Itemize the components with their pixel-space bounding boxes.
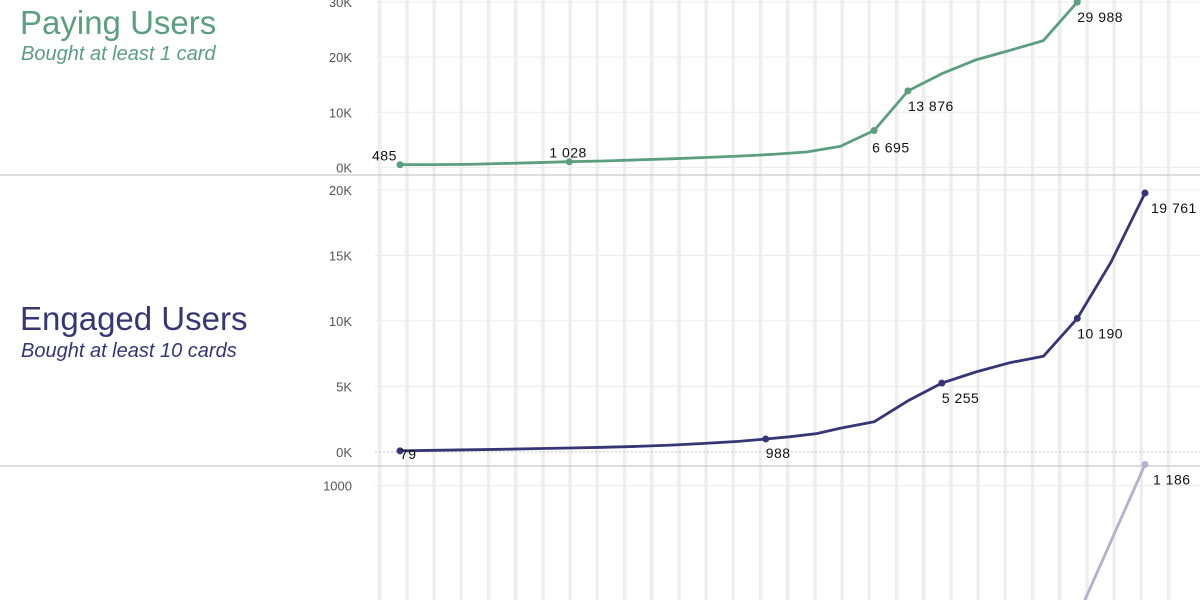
vertical-grid-band [840,0,844,600]
vertical-grid-band [595,0,600,600]
vertical-grid-band [622,0,627,600]
data-point [938,379,946,387]
y-tick-label: 0K [336,445,352,460]
vertical-grid-band [541,0,545,600]
vertical-grid-band [650,0,654,600]
vertical-grid-band [378,0,382,600]
vertical-grid-band [677,0,681,600]
vertical-grid-band [486,0,491,600]
data-label: 29 988 [1077,9,1123,25]
vertical-grid-band [894,0,899,600]
data-label: 79 [400,446,417,462]
axis-layer: 0K 10K 20K 30K 0K 5K 10K 15K 20K 1000 [0,0,1200,494]
vertical-grid-band [1139,0,1144,600]
data-label: 5 255 [942,390,980,406]
vertical-grid-band [704,0,708,600]
data-label: 1 186 [1153,471,1191,487]
panel-2-title: Engaged Users [20,300,247,337]
data-point [1073,314,1081,322]
panel-1-title: Paying Users [20,4,216,41]
panel-2-subtitle: Bought at least 10 cards [21,340,237,362]
label-layer: 485 1 028 6 695 13 876 29 988 79 988 5 255 10 19… [372,9,1197,487]
data-point [1073,0,1081,6]
data-point [762,435,770,443]
y-tick-label: 15K [329,248,352,263]
data-label: 19 761 [1151,200,1197,216]
vertical-grid-band [1030,0,1035,600]
data-point [396,161,404,169]
data-point [1141,460,1149,468]
y-tick-label: 10K [329,314,352,329]
series-line [1083,467,1146,600]
vertical-grid-band [514,0,518,600]
data-label: 1 028 [549,145,587,161]
vertical-grid-band [731,0,736,600]
vertical-grid-band [1112,0,1116,600]
vertical-grid-band [786,0,790,600]
vertical-grid-band [405,0,409,600]
series-layer [396,0,1149,600]
vertical-grid-band [922,0,926,600]
data-point [565,158,573,166]
vertical-grid-band [1058,0,1062,600]
y-tick-label: 30K [329,0,352,10]
vertical-grid-band [867,0,872,600]
vertical-grid-band [976,0,980,600]
data-point [396,447,404,455]
vertical-grid-band [432,0,436,600]
vertical-grid-band [813,0,817,600]
data-label: 988 [766,445,791,461]
y-tick-label: 1000 [323,479,352,494]
y-tick-label: 20K [329,50,352,65]
data-label: 485 [372,148,397,164]
y-tick-label: 10K [329,105,352,120]
data-label: 13 876 [908,98,954,114]
vertical-grid-band [1003,0,1008,600]
vertical-grid-band [949,0,953,600]
vertical-grid-band [459,0,464,600]
data-point [904,87,912,95]
y-tick-label: 5K [336,379,352,394]
data-label: 10 190 [1077,325,1123,341]
data-label: 6 695 [872,139,910,155]
series-line [398,191,1147,453]
vertical-grid-band [568,0,572,600]
vertical-grid-band [1166,0,1171,600]
data-point [870,126,878,134]
y-tick-label: 0K [336,160,352,175]
data-point [1141,189,1149,197]
panel-1-subtitle: Bought at least 1 card [21,43,216,65]
y-tick-label: 20K [329,183,352,198]
series-line [398,0,1081,167]
grid-layer [375,0,1200,600]
vertical-grid-band [758,0,763,600]
